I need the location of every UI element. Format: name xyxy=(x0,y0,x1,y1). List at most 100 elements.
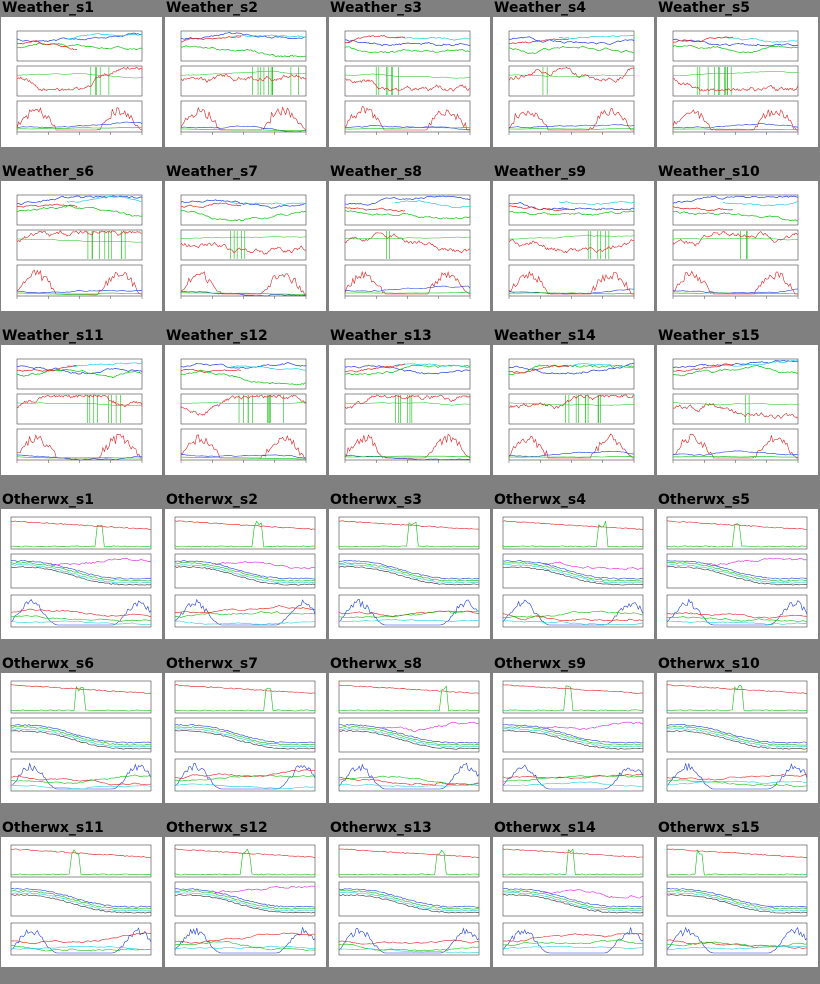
series-line xyxy=(344,270,471,295)
series-line xyxy=(344,127,471,130)
chart-thumbnail[interactable] xyxy=(493,181,654,311)
thumbnail-cell[interactable]: Weather_s9 xyxy=(492,164,656,328)
thumbnail-cell[interactable]: Weather_s8 xyxy=(328,164,492,328)
series-line xyxy=(508,433,634,459)
chart-thumbnail[interactable] xyxy=(329,837,490,967)
thumbnail-cell[interactable]: Weather_s13 xyxy=(328,328,492,492)
series-line xyxy=(17,203,78,208)
series-line xyxy=(666,890,808,910)
chart-thumbnail[interactable] xyxy=(1,673,162,803)
thumbnail-cell[interactable]: Weather_s15 xyxy=(656,328,820,492)
thumbnail-cell[interactable]: Weather_s7 xyxy=(164,164,328,328)
series-line xyxy=(502,685,644,712)
thumbnail-title: Weather_s4 xyxy=(494,0,587,16)
chart-thumbnail[interactable] xyxy=(493,673,654,803)
chart-thumbnail[interactable] xyxy=(1,345,162,475)
chart-thumbnail[interactable] xyxy=(329,181,490,311)
chart-thumbnail[interactable] xyxy=(657,509,818,639)
series-line xyxy=(542,721,644,731)
chart-thumbnail[interactable] xyxy=(165,181,326,311)
thumbnail-cell[interactable]: Otherwx_s4 xyxy=(492,492,656,656)
thumbnail-title: Otherwx_s2 xyxy=(166,492,258,508)
series-line xyxy=(508,292,635,295)
chart-thumbnail[interactable] xyxy=(165,345,326,475)
series-line xyxy=(338,521,480,548)
thumbnail-cell[interactable]: Weather_s6 xyxy=(0,164,164,328)
thumbnail-cell[interactable]: Otherwx_s11 xyxy=(0,820,164,984)
thumbnail-cell[interactable]: Otherwx_s12 xyxy=(164,820,328,984)
thumbnail-cell[interactable]: Weather_s1 xyxy=(0,0,164,164)
series-line xyxy=(10,848,152,859)
thumbnail-cell[interactable]: Weather_s2 xyxy=(164,0,328,164)
chart-thumbnail[interactable] xyxy=(657,345,818,475)
thumbnail-cell[interactable]: Otherwx_s14 xyxy=(492,820,656,984)
thumbnail-cell[interactable]: Otherwx_s1 xyxy=(0,492,164,656)
panel-bottom xyxy=(174,922,316,956)
thumbnail-cell[interactable]: Otherwx_s3 xyxy=(328,492,492,656)
series-line xyxy=(10,684,152,694)
chart-thumbnail[interactable] xyxy=(165,509,326,639)
thumbnail-cell[interactable]: Otherwx_s8 xyxy=(328,656,492,820)
series-line xyxy=(672,433,798,459)
thumbnail-cell[interactable]: Weather_s12 xyxy=(164,328,328,492)
panel-middle xyxy=(672,393,799,425)
chart-thumbnail[interactable] xyxy=(1,17,162,147)
thumbnail-cell[interactable]: Otherwx_s15 xyxy=(656,820,820,984)
chart-thumbnail[interactable] xyxy=(329,345,490,475)
panel-top xyxy=(180,30,307,62)
chart-thumbnail[interactable] xyxy=(493,17,654,147)
series-line xyxy=(174,684,316,694)
thumbnail-title: Otherwx_s1 xyxy=(2,492,94,508)
thumbnail-title: Otherwx_s13 xyxy=(330,820,432,836)
series-line xyxy=(338,566,480,586)
chart-thumbnail[interactable] xyxy=(165,837,326,967)
chart-thumbnail[interactable] xyxy=(493,345,654,475)
thumbnail-cell[interactable]: Weather_s3 xyxy=(328,0,492,164)
series-line xyxy=(180,236,307,239)
thumbnail-background xyxy=(1,181,162,311)
series-line xyxy=(666,560,808,580)
chart-thumbnail[interactable] xyxy=(657,673,818,803)
series-line xyxy=(174,728,316,748)
thumbnail-title: Weather_s8 xyxy=(330,164,423,180)
series-line xyxy=(667,849,808,876)
chart-thumbnail[interactable] xyxy=(1,837,162,967)
chart-thumbnail[interactable] xyxy=(329,509,490,639)
chart-thumbnail[interactable] xyxy=(1,181,162,311)
thumbnail-cell[interactable]: Weather_s5 xyxy=(656,0,820,164)
thumbnail-cell[interactable]: Otherwx_s6 xyxy=(0,656,164,820)
chart-thumbnail[interactable] xyxy=(657,181,818,311)
thumbnail-cell[interactable]: Weather_s10 xyxy=(656,164,820,328)
chart-thumbnail[interactable] xyxy=(329,673,490,803)
chart-thumbnail[interactable] xyxy=(657,17,818,147)
chart-thumbnail[interactable] xyxy=(329,17,490,147)
thumbnail-cell[interactable]: Weather_s4 xyxy=(492,0,656,164)
series-line xyxy=(339,724,480,744)
chart-thumbnail[interactable] xyxy=(165,673,326,803)
thumbnail-cell[interactable]: Otherwx_s10 xyxy=(656,656,820,820)
series-line xyxy=(180,401,307,405)
series-line xyxy=(338,564,480,584)
thumbnail-cell[interactable]: Weather_s14 xyxy=(492,328,656,492)
chart-thumbnail[interactable] xyxy=(657,837,818,967)
thumbnail-cell[interactable]: Otherwx_s5 xyxy=(656,492,820,656)
chart-thumbnail[interactable] xyxy=(165,17,326,147)
thumbnail-cell[interactable]: Otherwx_s2 xyxy=(164,492,328,656)
series-line xyxy=(666,523,808,548)
thumbnail-cell[interactable]: Weather_s11 xyxy=(0,328,164,492)
chart-thumbnail[interactable] xyxy=(493,509,654,639)
thumbnail-title: Weather_s5 xyxy=(658,0,751,16)
series-line xyxy=(10,784,152,790)
series-line xyxy=(344,363,406,373)
series-line xyxy=(174,564,316,584)
series-line xyxy=(344,195,471,206)
panel-middle xyxy=(338,717,480,753)
thumbnail-cell[interactable]: Otherwx_s13 xyxy=(328,820,492,984)
panel-top xyxy=(344,358,471,390)
thumbnail-cell[interactable]: Otherwx_s9 xyxy=(492,656,656,820)
series-line xyxy=(16,127,143,130)
panel-middle xyxy=(502,717,644,753)
chart-thumbnail[interactable] xyxy=(1,509,162,639)
chart-thumbnail[interactable] xyxy=(493,837,654,967)
thumbnail-cell[interactable]: Otherwx_s7 xyxy=(164,656,328,820)
